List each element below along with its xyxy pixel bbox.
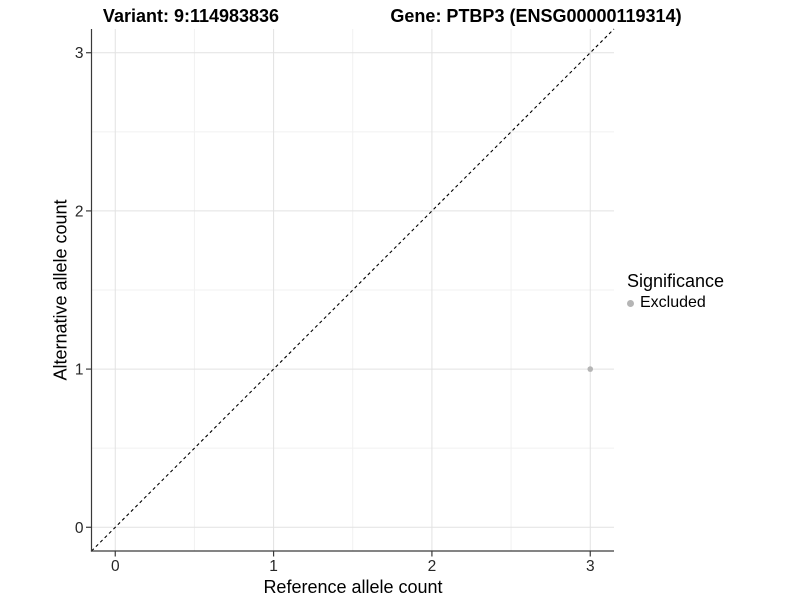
x-tick-label: 3 (586, 558, 595, 575)
y-tick-label: 2 (75, 203, 84, 220)
x-tick-label: 2 (428, 558, 437, 575)
legend-entry-excluded: Excluded (627, 294, 724, 312)
data-point (587, 366, 594, 372)
y-axis-title: Alternative allele count (50, 199, 71, 381)
legend-point-icon (627, 299, 634, 307)
legend-title: Significance (627, 271, 725, 291)
identity-line (91, 28, 615, 552)
x-tick-label: 1 (269, 558, 278, 575)
legend-entry-label: Excluded (640, 294, 706, 311)
plot-title-variant: Variant: 9:114983836 (102, 6, 280, 26)
y-tick-label: 1 (75, 362, 84, 379)
y-tick-label: 0 (75, 520, 84, 537)
x-axis-title: Reference allele count (263, 577, 443, 597)
plot-title-gene: Gene: PTBP3 (ENSG00000119314) (390, 6, 682, 26)
y-tick-label: 3 (75, 45, 84, 62)
x-tick-label: 0 (111, 558, 120, 575)
legend: Significance Excluded (627, 271, 724, 312)
